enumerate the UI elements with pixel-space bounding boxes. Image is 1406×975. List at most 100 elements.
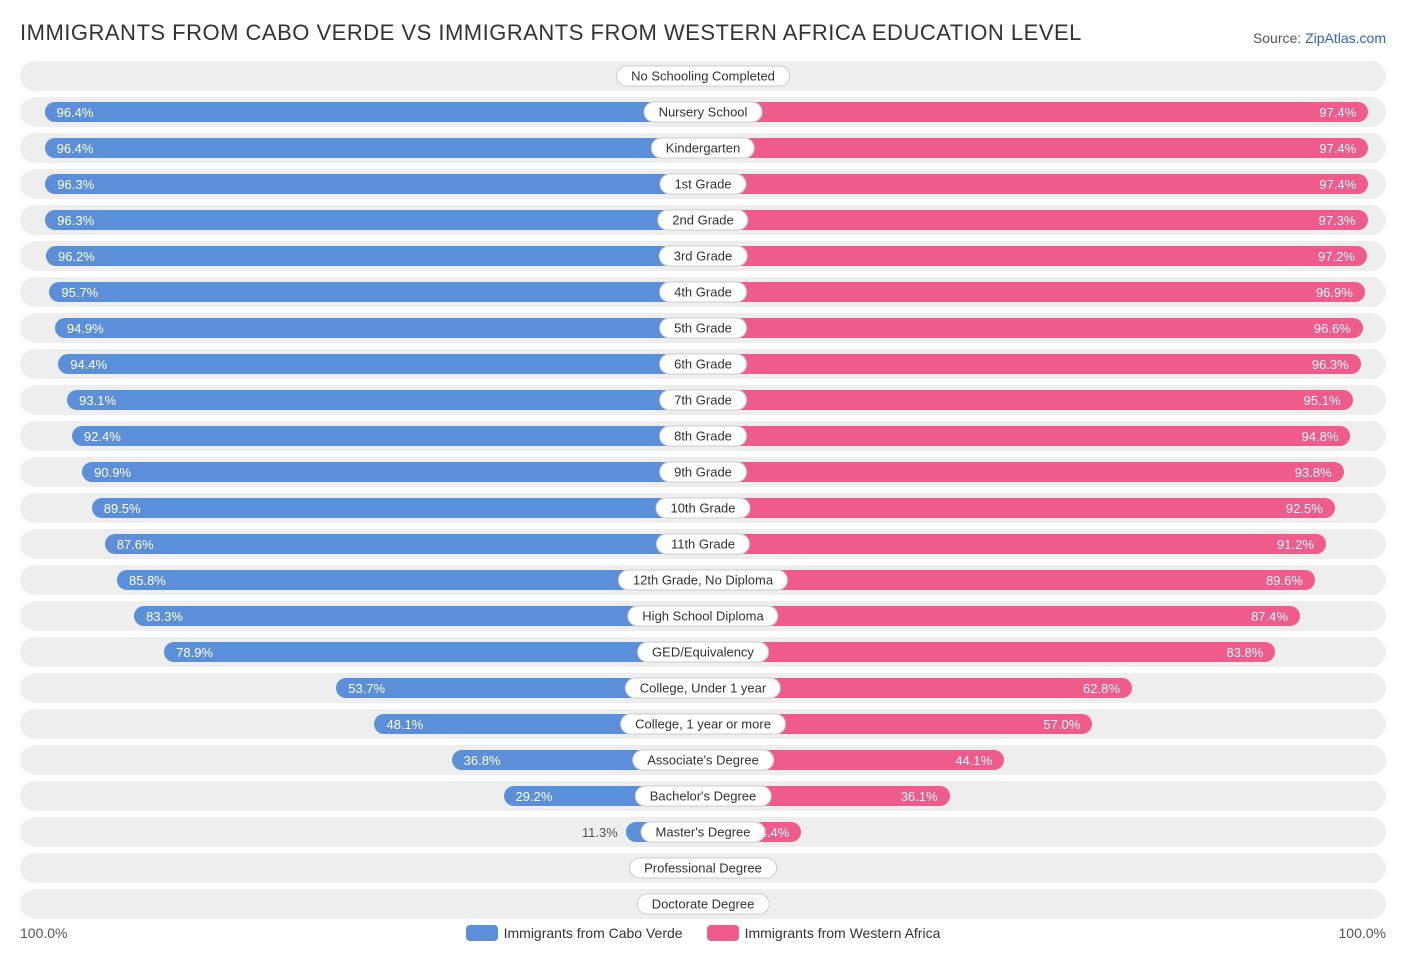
bar-value-left: 93.1%	[79, 393, 116, 408]
bar-value-left: 96.4%	[57, 105, 94, 120]
category-label: Kindergarten	[651, 138, 755, 159]
bar-value-left: 78.9%	[176, 645, 213, 660]
source-prefix: Source:	[1253, 30, 1305, 46]
bar-right: 94.8%	[703, 426, 1350, 446]
legend-swatch-right	[707, 925, 739, 941]
chart-row: 3.1%4.0%Professional Degree	[20, 853, 1386, 883]
bar-left: 96.4%	[45, 138, 703, 158]
category-label: 6th Grade	[659, 354, 747, 375]
legend: Immigrants from Cabo Verde Immigrants fr…	[67, 925, 1338, 941]
bar-value-right: 96.6%	[1314, 321, 1351, 336]
bar-value-left: 96.4%	[57, 141, 94, 156]
chart-row: 94.9%96.6%5th Grade	[20, 313, 1386, 343]
category-label: College, 1 year or more	[620, 714, 786, 735]
bar-value-right: 44.1%	[955, 753, 992, 768]
category-label: Professional Degree	[629, 858, 777, 879]
chart-row: 29.2% 36.1% Bachelor's Degree	[20, 781, 1386, 811]
bar-value-left: 96.3%	[57, 177, 94, 192]
bar-value-left: 48.1%	[386, 717, 423, 732]
bar-right: 87.4%	[703, 606, 1300, 626]
bar-value-right: 97.2%	[1318, 249, 1355, 264]
category-label: 2nd Grade	[657, 210, 748, 231]
chart-row: 48.1% 57.0% College, 1 year or more	[20, 709, 1386, 739]
bar-value-left: 87.6%	[117, 537, 154, 552]
bar-value-right: 36.1%	[901, 789, 938, 804]
bar-value-left: 89.5%	[104, 501, 141, 516]
bar-value-left: 85.8%	[129, 573, 166, 588]
bar-left: 83.3%	[134, 606, 703, 626]
legend-label-right: Immigrants from Western Africa	[745, 925, 941, 941]
diverging-bar-chart: 3.5%2.6%No Schooling Completed96.4%97.4%…	[20, 61, 1386, 919]
chart-row: 96.3%97.4%1st Grade	[20, 169, 1386, 199]
chart-row: 11.3%14.4%Master's Degree	[20, 817, 1386, 847]
bar-value-right: 96.3%	[1312, 357, 1349, 372]
bar-value-left: 11.3%	[574, 825, 626, 840]
bar-right: 92.5%	[703, 498, 1335, 518]
legend-item-right: Immigrants from Western Africa	[707, 925, 941, 941]
category-label: 11th Grade	[656, 534, 750, 555]
bar-value-right: 97.4%	[1319, 141, 1356, 156]
bar-right: 97.3%	[703, 210, 1368, 230]
chart-row: 96.2% 97.2% 3rd Grade	[20, 241, 1386, 271]
bar-value-left: 96.2%	[58, 249, 95, 264]
category-label: No Schooling Completed	[616, 66, 790, 87]
bar-value-left: 94.4%	[70, 357, 107, 372]
bar-value-left: 83.3%	[146, 609, 183, 624]
bar-value-left: 36.8%	[464, 753, 501, 768]
chart-row: 93.1%95.1%7th Grade	[20, 385, 1386, 415]
category-label: 3rd Grade	[659, 246, 748, 267]
bar-value-right: 57.0%	[1043, 717, 1080, 732]
bar-value-right: 93.8%	[1295, 465, 1332, 480]
source-link[interactable]: ZipAtlas.com	[1305, 30, 1386, 46]
category-label: 8th Grade	[659, 426, 747, 447]
chart-row: 78.9% 83.8%GED/Equivalency	[20, 637, 1386, 667]
chart-footer: 100.0% Immigrants from Cabo Verde Immigr…	[20, 925, 1386, 941]
bar-value-right: 94.8%	[1302, 429, 1339, 444]
bar-value-left: 92.4%	[84, 429, 121, 444]
legend-item-left: Immigrants from Cabo Verde	[466, 925, 683, 941]
bar-value-right: 89.6%	[1266, 573, 1303, 588]
bar-value-right: 91.2%	[1277, 537, 1314, 552]
chart-title: IMMIGRANTS FROM CABO VERDE VS IMMIGRANTS…	[20, 20, 1082, 46]
legend-label-left: Immigrants from Cabo Verde	[504, 925, 683, 941]
bar-value-left: 96.3%	[57, 213, 94, 228]
bar-left: 94.4%	[58, 354, 703, 374]
bar-right: 93.8%	[703, 462, 1344, 482]
chart-header: IMMIGRANTS FROM CABO VERDE VS IMMIGRANTS…	[20, 20, 1386, 46]
bar-right: 91.2%	[703, 534, 1326, 554]
chart-row: 85.8%89.6%12th Grade, No Diploma	[20, 565, 1386, 595]
category-label: College, Under 1 year	[625, 678, 781, 699]
category-label: Bachelor's Degree	[635, 786, 772, 807]
bar-right: 83.8%	[703, 642, 1275, 662]
bar-left: 87.6%	[105, 534, 703, 554]
bar-left: 96.3%	[45, 210, 703, 230]
chart-row: 89.5%92.5%10th Grade	[20, 493, 1386, 523]
category-label: Nursery School	[644, 102, 763, 123]
category-label: GED/Equivalency	[637, 642, 769, 663]
category-label: High School Diploma	[627, 606, 778, 627]
category-label: Associate's Degree	[632, 750, 774, 771]
chart-row: 87.6% 91.2% 11th Grade	[20, 529, 1386, 559]
chart-row: 96.4% 97.4% Kindergarten	[20, 133, 1386, 163]
bar-left: 96.4%	[45, 102, 703, 122]
category-label: 1st Grade	[659, 174, 746, 195]
bar-value-left: 95.7%	[61, 285, 98, 300]
bar-right: 96.9%	[703, 282, 1365, 302]
bar-left: 95.7%	[49, 282, 703, 302]
bar-value-right: 95.1%	[1304, 393, 1341, 408]
bar-left: 89.5%	[92, 498, 703, 518]
category-label: Master's Degree	[641, 822, 766, 843]
bar-value-left: 29.2%	[516, 789, 553, 804]
bar-value-left: 53.7%	[348, 681, 385, 696]
axis-left-end: 100.0%	[20, 925, 67, 941]
chart-row: 1.3%1.7%Doctorate Degree	[20, 889, 1386, 919]
bar-right: 95.1%	[703, 390, 1353, 410]
axis-right-end: 100.0%	[1339, 925, 1386, 941]
bar-right: 97.2%	[703, 246, 1367, 266]
chart-row: 90.9%93.8%9th Grade	[20, 457, 1386, 487]
bar-left: 96.3%	[45, 174, 703, 194]
chart-row: 96.3% 97.3%2nd Grade	[20, 205, 1386, 235]
chart-row: 92.4% 94.8% 8th Grade	[20, 421, 1386, 451]
bar-value-right: 62.8%	[1083, 681, 1120, 696]
chart-row: 95.7%96.9%4th Grade	[20, 277, 1386, 307]
